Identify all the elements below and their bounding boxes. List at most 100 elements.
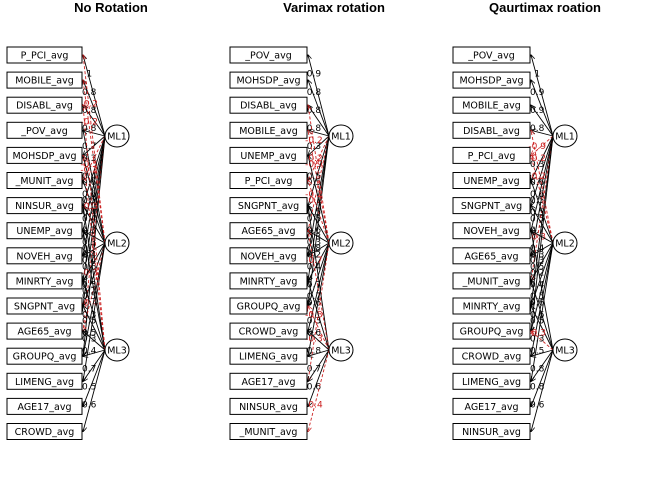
loading-weight: -0.7 bbox=[305, 256, 323, 266]
variable-box bbox=[6, 297, 83, 315]
factor-label: ML2 bbox=[107, 239, 127, 250]
loading-weight: 0.5 bbox=[530, 208, 544, 218]
loading-line bbox=[308, 135, 330, 281]
loading-weight: -0.2 bbox=[305, 196, 323, 206]
loading-line bbox=[531, 242, 554, 381]
loading-weight: -0.3 bbox=[305, 335, 323, 345]
loading-weight: 0.2 bbox=[530, 269, 544, 279]
loading-weight: 0.4 bbox=[530, 244, 545, 254]
loading-weight: 0.6 bbox=[530, 178, 545, 188]
loading-line bbox=[308, 130, 330, 244]
loading-line bbox=[83, 349, 106, 432]
loading-weight: 0.5 bbox=[82, 292, 96, 302]
variable-label: UNEMP_avg bbox=[463, 176, 519, 187]
loading-weight: 0.5 bbox=[530, 196, 544, 206]
loading-weight: 0.5 bbox=[307, 178, 321, 188]
loading-weight: -0.4 bbox=[80, 298, 98, 308]
loading-weight: 0.5 bbox=[82, 383, 96, 393]
loading-line bbox=[531, 242, 554, 256]
variable-box bbox=[6, 322, 83, 340]
factor-label: ML2 bbox=[331, 239, 351, 250]
variable-label: AGE65_avg bbox=[464, 251, 518, 262]
variable-label: MOBILE_avg bbox=[239, 126, 298, 137]
loading-weight: -0.9 bbox=[528, 142, 546, 152]
loading-weight: 0.4 bbox=[82, 250, 97, 260]
loading-weight: 0.4 bbox=[82, 256, 97, 266]
loading-line bbox=[531, 135, 554, 281]
loading-line bbox=[531, 135, 554, 206]
loading-weight: 0.3 bbox=[307, 238, 321, 248]
loading-line bbox=[308, 242, 330, 331]
variable-box bbox=[452, 322, 531, 340]
loading-weight: 0.6 bbox=[307, 328, 322, 338]
variable-box bbox=[452, 96, 531, 114]
loading-line bbox=[531, 242, 554, 306]
loading-weight: -0.2 bbox=[528, 154, 546, 164]
loading-line bbox=[83, 135, 106, 356]
loading-line bbox=[531, 55, 554, 137]
loading-line bbox=[308, 181, 330, 244]
loading-line bbox=[83, 135, 106, 181]
variable-label: DISABL_avg bbox=[240, 101, 297, 112]
variable-label: LIMENG_avg bbox=[462, 377, 521, 388]
factor-node bbox=[328, 124, 354, 148]
variable-label: SNGPNT_avg bbox=[14, 302, 75, 313]
variable-box bbox=[229, 46, 308, 64]
loading-line bbox=[83, 349, 106, 406]
loading-line bbox=[308, 349, 330, 406]
variable-label: NINSUR_avg bbox=[462, 427, 521, 438]
variable-label: P_PCI_avg bbox=[21, 51, 69, 62]
loading-weight: 0.4 bbox=[82, 347, 97, 357]
loading-line bbox=[83, 206, 106, 351]
loading-line bbox=[531, 135, 554, 256]
loading-line bbox=[308, 349, 330, 432]
variable-label: MOHSDP_avg bbox=[236, 76, 300, 87]
variable-box bbox=[452, 46, 531, 64]
loading-line bbox=[83, 155, 106, 244]
loading-weight: 0.5 bbox=[530, 292, 544, 302]
loading-weight: 0.7 bbox=[82, 142, 96, 152]
loading-line bbox=[531, 135, 554, 231]
variable-label: CROWD_avg bbox=[239, 327, 299, 338]
loading-weight: 0.5 bbox=[307, 172, 321, 182]
loading-weight: 0.7 bbox=[82, 365, 96, 375]
variable-label: _MUNIT_avg bbox=[239, 427, 298, 438]
loading-line bbox=[308, 349, 330, 356]
loading-line bbox=[83, 130, 106, 137]
factor-node bbox=[328, 231, 354, 255]
variable-label: NOVEH_avg bbox=[240, 251, 296, 262]
variable-box bbox=[6, 397, 83, 415]
loading-weight: -0.9 bbox=[305, 160, 323, 170]
variable-box bbox=[229, 423, 308, 440]
loading-weight: -0.2 bbox=[305, 154, 323, 164]
loading-line bbox=[308, 242, 330, 281]
loading-line bbox=[83, 55, 106, 244]
loading-weight: 0.5 bbox=[307, 208, 321, 218]
variable-box bbox=[6, 96, 83, 114]
loading-line bbox=[308, 105, 330, 137]
loading-line bbox=[308, 55, 330, 137]
variable-label: AGE65_avg bbox=[17, 327, 71, 338]
loading-line bbox=[308, 135, 330, 181]
loading-weight: 0.6 bbox=[530, 401, 545, 411]
factor-label: ML3 bbox=[555, 346, 575, 357]
loading-weight: 0.3 bbox=[82, 232, 96, 242]
loading-weight: -0.2 bbox=[528, 172, 546, 182]
loading-line bbox=[531, 105, 554, 137]
loading-weight: 0.5 bbox=[82, 317, 96, 327]
variable-label: AGE65_avg bbox=[241, 226, 295, 237]
loading-weight: 0.6 bbox=[530, 190, 545, 200]
loading-weight: 0.6 bbox=[82, 401, 97, 411]
variable-box bbox=[452, 423, 531, 440]
variable-label: P_PCI_avg bbox=[468, 151, 516, 162]
loading-weight: 0.5 bbox=[530, 317, 544, 327]
loading-line bbox=[308, 242, 330, 256]
variable-label: MOBILE_avg bbox=[462, 101, 521, 112]
loading-line bbox=[83, 306, 106, 351]
variable-box bbox=[229, 297, 308, 315]
loading-weight: 0.6 bbox=[82, 190, 97, 200]
variable-label: SNGPNT_avg bbox=[238, 201, 299, 212]
variable-label: MINRTY_avg bbox=[463, 302, 521, 313]
loading-line bbox=[308, 242, 330, 356]
loading-line bbox=[531, 242, 554, 281]
